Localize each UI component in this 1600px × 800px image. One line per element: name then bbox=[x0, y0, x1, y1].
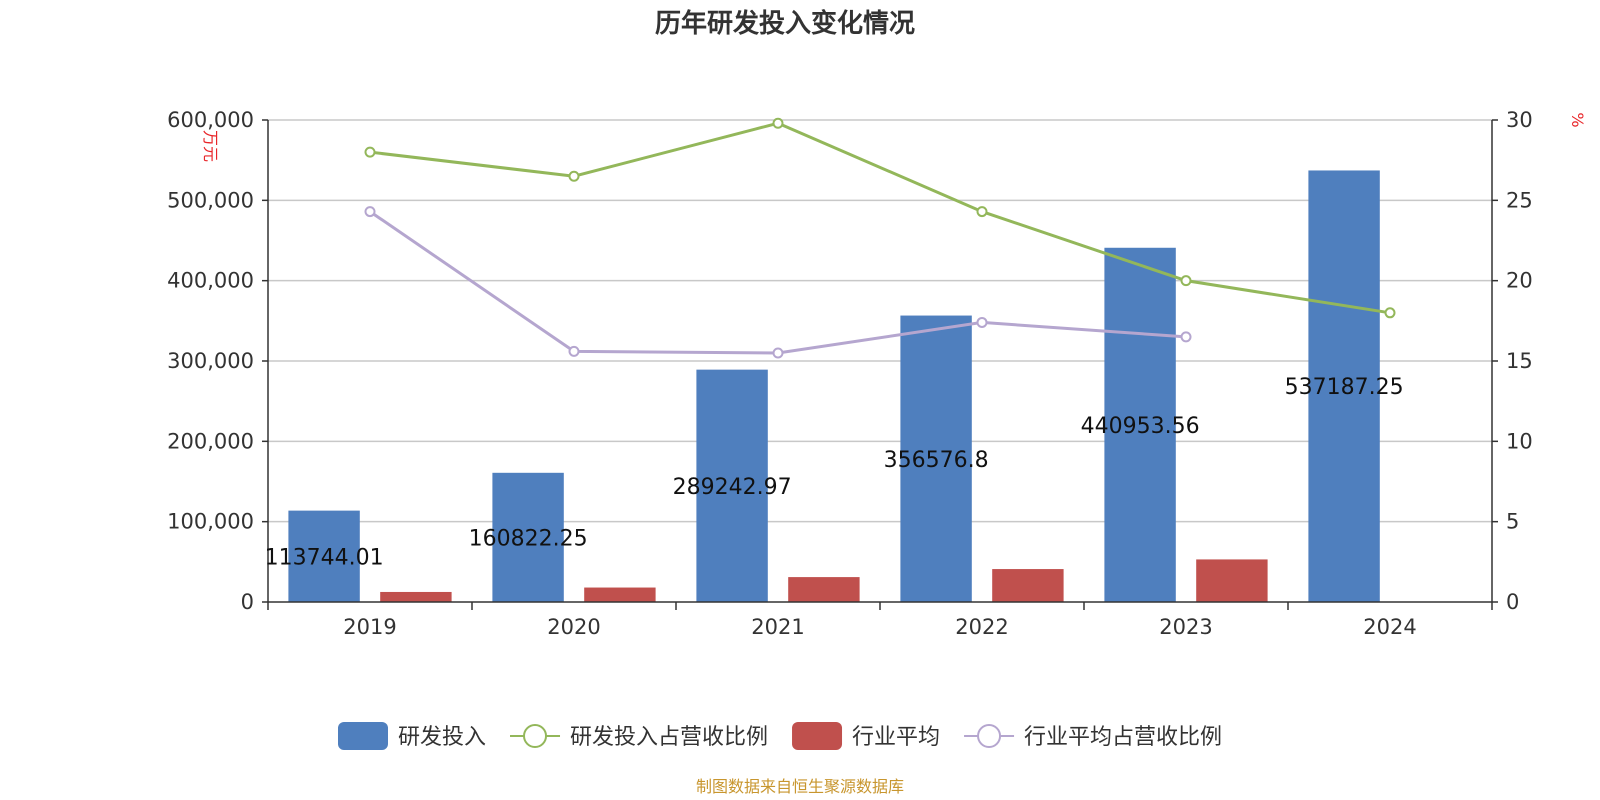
left-axis-tick-label: 600,000 bbox=[167, 108, 254, 132]
series-line bbox=[369, 121, 1391, 315]
x-axis-tick-label: 2020 bbox=[547, 615, 600, 639]
right-axis-tick-label: 0 bbox=[1506, 590, 1519, 614]
legend-swatch-marker[interactable] bbox=[977, 724, 1002, 748]
x-axis-tick-label: 2022 bbox=[955, 615, 1008, 639]
right-axis-unit: % bbox=[1568, 112, 1587, 127]
bar-data-label: 113744.01 bbox=[265, 545, 384, 570]
bar-data-label: 160822.25 bbox=[469, 526, 588, 551]
line-point bbox=[772, 117, 784, 129]
data-labels: 113744.01 160822.25 289242.97 356576.8 44095… bbox=[265, 375, 1404, 570]
bar bbox=[584, 587, 656, 602]
line-point bbox=[568, 345, 580, 357]
right-axis-tick-label: 5 bbox=[1506, 510, 1519, 534]
left-axis-tick-label: 400,000 bbox=[167, 269, 254, 293]
x-axis-tick-label: 2024 bbox=[1363, 615, 1416, 639]
bar-data-label: 289242.97 bbox=[673, 475, 792, 500]
line-point bbox=[1384, 307, 1396, 319]
left-axis-tick-label: 500,000 bbox=[167, 188, 254, 212]
legend-label[interactable]: 研发投入占营收比例 bbox=[570, 725, 768, 750]
bar bbox=[696, 369, 768, 602]
line-point bbox=[976, 316, 988, 328]
x-axis-tick-label: 2023 bbox=[1159, 615, 1212, 639]
bar-data-label: 440953.56 bbox=[1081, 414, 1200, 439]
series-line bbox=[369, 210, 1187, 355]
left-axis-unit: 万元 bbox=[201, 130, 220, 162]
source-note: 制图数据来自恒生聚源数据库 bbox=[696, 777, 904, 796]
bar bbox=[1196, 559, 1268, 602]
axes: 0 100,000 200,000 300,000 400,000 500,000 600,… bbox=[167, 108, 1533, 639]
chart-title: 历年研发投入变化情况 bbox=[655, 8, 915, 39]
bar bbox=[380, 591, 452, 602]
legend-label[interactable]: 行业平均 bbox=[852, 725, 940, 750]
line-series bbox=[364, 117, 1396, 359]
legend-label[interactable]: 行业平均占营收比例 bbox=[1024, 725, 1222, 750]
x-axis-tick-label: 2019 bbox=[343, 615, 396, 639]
line-point bbox=[1180, 331, 1192, 343]
right-axis-tick-label: 15 bbox=[1506, 349, 1533, 373]
legend-swatch[interactable] bbox=[338, 722, 388, 750]
line-point bbox=[364, 146, 376, 158]
legend[interactable]: 研发投入 研发投入占营收比例 行业平均 行业平均占营收比例 bbox=[338, 722, 1222, 750]
left-axis-tick-label: 100,000 bbox=[167, 510, 254, 534]
bar-data-label: 356576.8 bbox=[884, 448, 989, 473]
bar bbox=[492, 472, 564, 602]
line-point bbox=[568, 170, 580, 182]
right-axis-tick-label: 10 bbox=[1506, 429, 1533, 453]
bar bbox=[288, 510, 360, 602]
legend-swatch-marker[interactable] bbox=[523, 724, 548, 748]
bar bbox=[1104, 247, 1176, 602]
bar bbox=[1308, 170, 1380, 602]
bar-data-label: 537187.25 bbox=[1285, 375, 1404, 400]
right-axis-tick-label: 25 bbox=[1506, 188, 1533, 212]
bar-series bbox=[288, 170, 1380, 602]
x-axis-tick-label: 2021 bbox=[751, 615, 804, 639]
line-point bbox=[364, 206, 376, 218]
line-point bbox=[976, 206, 988, 218]
left-axis-tick-label: 0 bbox=[241, 590, 254, 614]
left-axis-tick-label: 300,000 bbox=[167, 349, 254, 373]
right-axis-tick-label: 20 bbox=[1506, 269, 1533, 293]
bar bbox=[900, 315, 972, 602]
right-axis-tick-label: 30 bbox=[1506, 108, 1533, 132]
line-point bbox=[772, 347, 784, 359]
line-point bbox=[1180, 275, 1192, 287]
bar bbox=[788, 577, 860, 602]
legend-swatch[interactable] bbox=[792, 722, 843, 750]
left-axis-tick-label: 200,000 bbox=[167, 429, 254, 453]
bar bbox=[992, 569, 1064, 602]
legend-label[interactable]: 研发投入 bbox=[398, 725, 486, 750]
